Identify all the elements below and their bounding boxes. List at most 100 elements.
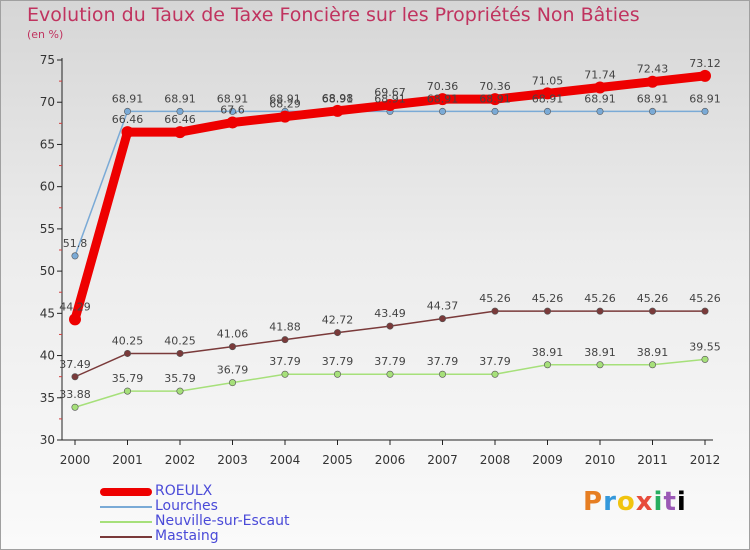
data-label: 68.91 <box>689 92 721 105</box>
data-point <box>596 361 604 369</box>
data-label: 73.12 <box>689 57 721 70</box>
data-label: 38.91 <box>532 346 564 359</box>
data-point <box>543 307 551 315</box>
data-point <box>648 107 656 115</box>
data-point <box>596 307 604 315</box>
data-label: 72.43 <box>637 63 669 76</box>
y-tick-label: 70 <box>40 95 55 109</box>
data-point <box>124 107 132 115</box>
x-tick-label: 2007 <box>427 453 458 467</box>
logo-letter: t <box>663 487 677 517</box>
data-label: 33.88 <box>59 388 91 401</box>
y-tick-label: 65 <box>40 137 55 151</box>
legend-swatch-lourches <box>100 506 152 508</box>
data-point <box>541 87 554 100</box>
data-label: 71.05 <box>532 74 564 87</box>
data-label: 68.91 <box>112 92 144 105</box>
y-tick-label: 55 <box>40 222 55 236</box>
logo-letter: o <box>616 487 636 517</box>
data-point <box>596 107 604 115</box>
data-point <box>648 307 656 315</box>
data-label: 43.49 <box>374 307 406 320</box>
data-label: 68.91 <box>217 92 249 105</box>
data-point <box>226 116 239 129</box>
data-point <box>646 75 659 88</box>
data-point <box>281 336 289 344</box>
data-label: 69.67 <box>374 86 406 99</box>
data-label: 51.8 <box>63 237 88 250</box>
data-point <box>701 355 709 363</box>
data-label: 68.91 <box>164 92 196 105</box>
data-point <box>543 361 551 369</box>
legend-label-lourches: Lourches <box>155 498 218 514</box>
x-tick-label: 2005 <box>322 453 353 467</box>
legend-swatch-mastaing <box>100 536 152 538</box>
x-tick-label: 2008 <box>480 453 511 467</box>
data-point <box>491 370 499 378</box>
data-label: 37.79 <box>322 355 354 368</box>
data-point <box>229 343 237 351</box>
data-label: 68.91 <box>532 92 564 105</box>
y-tick-label: 60 <box>40 180 55 194</box>
data-label: 68.91 <box>322 92 354 105</box>
data-label: 71.74 <box>584 69 616 82</box>
data-point <box>229 379 237 387</box>
data-point <box>701 307 709 315</box>
x-tick-label: 2006 <box>375 453 406 467</box>
data-label: 70.36 <box>427 80 459 93</box>
y-tick-label: 40 <box>40 349 55 363</box>
x-tick-label: 2010 <box>585 453 616 467</box>
logo-letter: r <box>603 487 617 517</box>
data-point <box>438 107 446 115</box>
data-label: 68.98 <box>322 92 354 105</box>
data-label: 70.36 <box>479 80 511 93</box>
legend-label-roeulx: ROEULX <box>155 483 213 499</box>
data-point <box>174 126 186 139</box>
data-label: 37.79 <box>427 355 459 368</box>
data-label: 37.79 <box>374 355 406 368</box>
data-label: 39.55 <box>689 340 721 353</box>
data-label: 68.91 <box>479 92 511 105</box>
x-tick-label: 2000 <box>60 453 91 467</box>
data-point <box>438 315 446 323</box>
data-point <box>124 349 132 357</box>
legend-swatch-roeulx <box>100 488 152 496</box>
data-point <box>543 107 551 115</box>
data-label: 35.79 <box>112 372 144 385</box>
data-label: 44.37 <box>427 300 459 313</box>
data-point <box>648 361 656 369</box>
data-point <box>333 329 341 337</box>
data-point <box>594 81 606 94</box>
x-tick-label: 2009 <box>532 453 563 467</box>
data-point <box>71 252 79 260</box>
data-label: 68.91 <box>584 92 616 105</box>
x-tick-label: 2002 <box>165 453 196 467</box>
y-tick-label: 45 <box>40 306 55 320</box>
data-point <box>71 373 79 381</box>
data-label: 41.88 <box>269 321 301 334</box>
data-point <box>176 107 184 115</box>
x-tick-label: 2012 <box>690 453 721 467</box>
data-point <box>281 370 289 378</box>
data-label: 37.79 <box>269 355 301 368</box>
data-point <box>489 93 501 106</box>
data-label: 67.6 <box>220 103 245 116</box>
proxiti-logo: Proxiti <box>583 487 687 517</box>
data-point <box>176 349 184 357</box>
y-axis-label: (en %) <box>27 28 64 41</box>
data-point <box>71 403 79 411</box>
y-tick-label: 75 <box>40 53 55 67</box>
data-point <box>491 307 499 315</box>
data-point <box>386 322 394 330</box>
data-label: 45.26 <box>637 292 669 305</box>
data-label: 35.79 <box>164 372 196 385</box>
data-label: 38.91 <box>637 346 669 359</box>
data-label: 37.49 <box>59 358 91 371</box>
data-point <box>176 387 184 395</box>
data-label: 37.79 <box>479 355 511 368</box>
logo-letter: i <box>653 487 664 517</box>
legend-label-mastaing: Mastaing <box>155 528 219 544</box>
data-label: 66.46 <box>164 113 196 126</box>
